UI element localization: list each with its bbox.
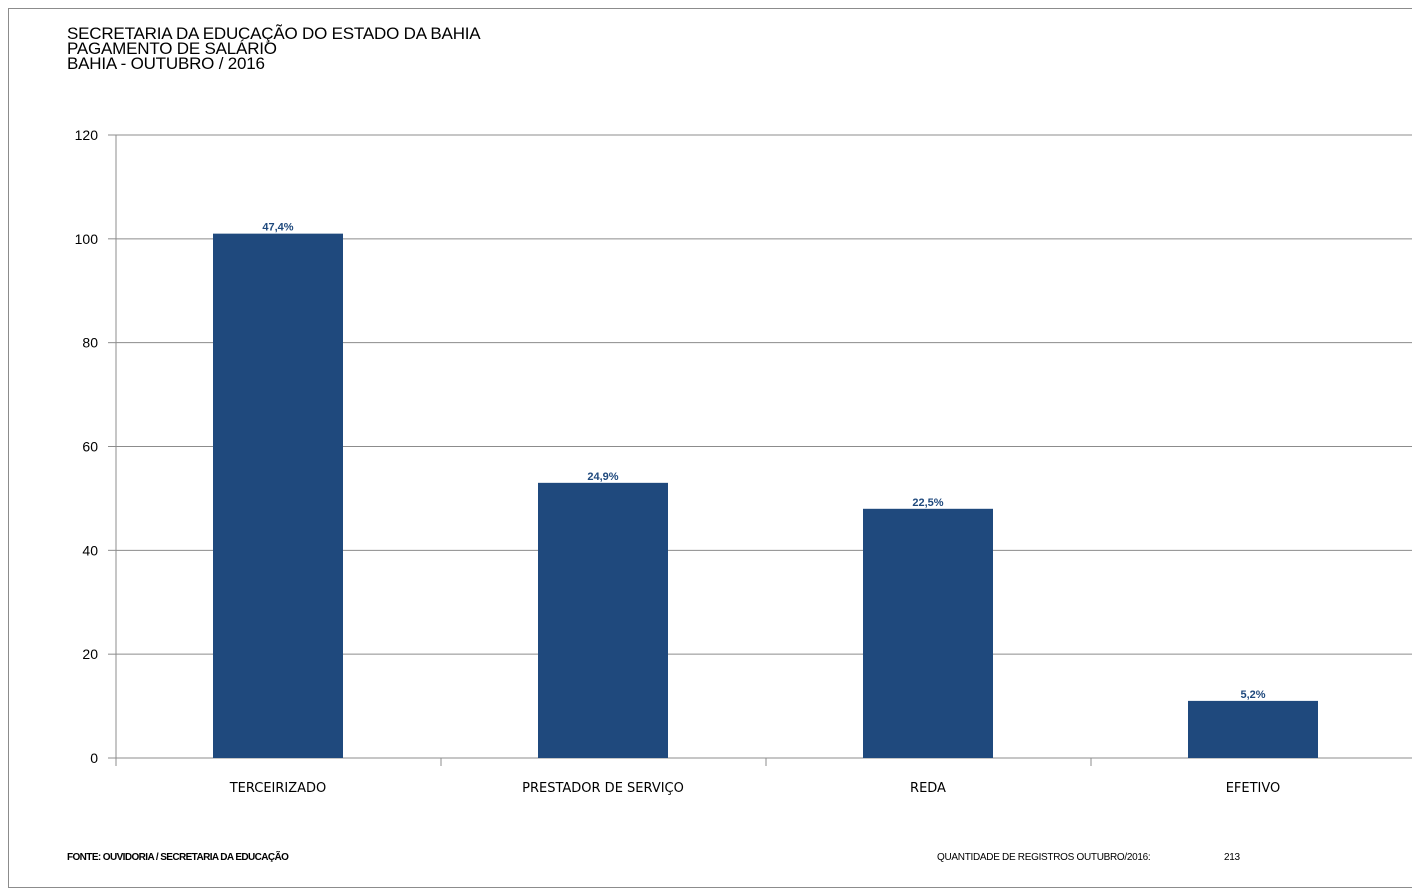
bar: [863, 508, 993, 758]
bar: [538, 482, 668, 758]
data-label: 5,2%: [1240, 689, 1265, 701]
category-label: REDA: [910, 781, 946, 796]
category-label: EFETIVO: [1226, 781, 1281, 796]
y-tick-label: 40: [82, 542, 98, 558]
title-line-2: PAGAMENTO DE SALÁRIO: [67, 39, 277, 58]
y-tick-label: 20: [82, 646, 98, 662]
title-line-1: SECRETARIA DA EDUCAÇÃO DO ESTADO DA BAHI…: [67, 24, 481, 43]
y-tick-label: 60: [82, 439, 98, 455]
category-label: TERCEIRIZADO: [229, 781, 327, 796]
y-tick-label: 0: [90, 750, 98, 766]
title-line-3: BAHIA - OUTUBRO / 2016: [67, 54, 265, 73]
records-value: 213: [1224, 852, 1240, 863]
bar: [1188, 700, 1318, 758]
chart-title-block: SECRETARIA DA EDUCAÇÃO DO ESTADO DA BAHI…: [67, 24, 481, 73]
records-label: QUANTIDADE DE REGISTROS OUTUBRO/2016:: [937, 852, 1151, 863]
y-tick-label: 120: [75, 127, 99, 143]
records-note: QUANTIDADE DE REGISTROS OUTUBRO/2016: 21…: [937, 852, 1240, 863]
bar: [213, 233, 343, 758]
data-label: 24,9%: [587, 471, 618, 483]
category-label: PRESTADOR DE SERVIÇO: [522, 781, 684, 796]
source-note: FONTE: OUVIDORIA / SECRETARIA DA EDUCAÇÃ…: [67, 852, 289, 863]
bar-chart: 0 20 40 60 80 100 120 47,4% TERCEIRIZADO 24,9% PRE…: [75, 127, 1412, 796]
data-label: 47,4%: [262, 222, 293, 234]
data-label: 22,5%: [912, 497, 943, 509]
y-tick-label: 100: [75, 231, 99, 247]
y-tick-label: 80: [82, 335, 98, 351]
